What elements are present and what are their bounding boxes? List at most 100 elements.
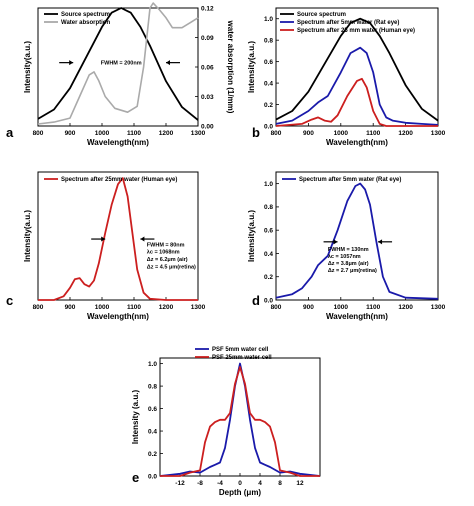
x-axis-label: Wavelength(nm) [87, 312, 149, 321]
x-tick-label: 1000 [334, 130, 349, 137]
plot-frame [159, 357, 321, 477]
x-tick-label: -8 [197, 480, 203, 487]
legend-entry: PSF 5mm water cell [212, 347, 269, 353]
y-tick-label: 1.0 [148, 361, 157, 368]
legend-entry: Spectrum after 5mm water (Rat eye) [297, 20, 399, 26]
legend-entry: Water absorption [61, 20, 110, 26]
y-tick-label: 0.2 [264, 274, 273, 281]
y-tick-label: 1.0 [264, 16, 273, 23]
plot-frame [275, 7, 439, 127]
x-tick-label: 1000 [95, 304, 110, 311]
y-tick-label: 0.2 [264, 102, 273, 109]
panel-c: 800 900 1000 1100 1200 1300 Wavelength(nm) Inte… [6, 171, 206, 321]
arrow-head [140, 236, 145, 242]
y-tick-label: 1.0 [264, 181, 273, 188]
y-tick-label: 0.8 [264, 37, 273, 44]
series-line-2 [275, 77, 438, 127]
y2-tick-label: 0.12 [201, 5, 214, 12]
x-tick-label: 1100 [127, 130, 141, 137]
x-tick-label: 800 [271, 304, 282, 311]
x-tick-label: 4 [258, 480, 262, 487]
x-tick-label: 1000 [95, 130, 110, 137]
y-tick-label: 0.6 [148, 406, 157, 413]
y2-axis-label: water absorption (1/mm) [226, 20, 235, 114]
x-tick-label: 12 [296, 480, 304, 487]
x-tick-label: 1100 [366, 130, 380, 137]
panel-letter: a [6, 125, 14, 140]
series-line-0 [275, 182, 439, 300]
arrow-head [69, 60, 74, 66]
x-axis-label: Wavelength(nm) [326, 312, 388, 321]
annotation-text: FWHM = 80nm [147, 242, 185, 248]
y-tick-label: 0.0 [264, 297, 273, 304]
x-tick-label: 900 [65, 304, 76, 311]
x-tick-label: 800 [33, 304, 44, 311]
annotation-text: FWHM = 200nm [101, 61, 142, 67]
panel-letter: c [6, 293, 13, 308]
annotation-text: λc = 1068nm [147, 250, 180, 256]
y-tick-label: 0.6 [264, 227, 273, 234]
x-tick-label: 800 [271, 130, 282, 137]
series-line-1 [37, 2, 199, 125]
x-tick-label: 1100 [127, 304, 141, 311]
series-line-0 [159, 362, 321, 477]
x-tick-label: 1300 [191, 130, 206, 137]
annotation-text: Δz = 2.7 μm(retina) [328, 268, 377, 274]
x-axis-label: Depth (μm) [219, 488, 262, 497]
legend-entry: Source spectrum [297, 12, 346, 18]
panel-letter: b [252, 125, 260, 140]
annotation-text: Δz = 3.8μm (air) [328, 261, 369, 267]
x-tick-label: 1200 [159, 130, 174, 137]
y-tick-label: 0.6 [264, 59, 273, 66]
y2-tick-label: 0.03 [201, 94, 214, 101]
x-tick-label: 1000 [334, 304, 349, 311]
x-tick-label: 900 [303, 130, 314, 137]
y-tick-label: 0.8 [148, 383, 157, 390]
plot-frame [275, 171, 439, 301]
y-axis-label: Intensity (a.u.) [131, 390, 140, 445]
legend-entry: Spectrum after 25 mm water (Human eye) [297, 28, 415, 34]
panel-e: -12 -8 -4 0 4 8 12 0.0 0.2 0.4 0.6 0.8 1.0 Depth (μm)… [131, 347, 321, 497]
x-tick-label: 1300 [431, 130, 446, 137]
y-tick-label: 0.2 [148, 451, 157, 458]
panel-d: 800 900 1000 1100 1200 1300 0.0 0.2 0.4 0.6 0.8 1.0… [247, 171, 446, 321]
y-tick-label: 0.4 [264, 251, 273, 258]
plot-frame [37, 171, 199, 301]
series-line-0 [275, 17, 439, 122]
arrow-head [101, 236, 106, 242]
x-axis-label: Wavelength(nm) [87, 138, 149, 147]
x-tick-label: 1300 [191, 304, 206, 311]
x-tick-label: 900 [303, 304, 314, 311]
x-tick-label: 1300 [431, 304, 446, 311]
y-tick-label: 0.4 [148, 428, 157, 435]
y2-tick-label: 0.09 [201, 35, 214, 42]
x-tick-label: -4 [217, 480, 223, 487]
arrow-head [333, 239, 338, 245]
x-tick-label: 1200 [398, 304, 413, 311]
x-tick-label: 0 [238, 480, 242, 487]
x-tick-label: 1200 [159, 304, 174, 311]
series-line-0 [37, 7, 199, 121]
y-tick-label: 0.8 [264, 204, 273, 211]
x-tick-label: 800 [33, 130, 44, 137]
annotation-text: Δz = 6.2μm (air) [147, 257, 188, 263]
annotation-text: FWHM = 130nm [328, 247, 369, 253]
series-line-1 [275, 46, 439, 126]
arrow-head [378, 239, 383, 245]
y-axis-label: Intensity(a.u.) [247, 41, 256, 93]
panel-letter: d [252, 293, 260, 308]
x-tick-label: 900 [65, 130, 76, 137]
y-tick-label: 0.0 [264, 123, 273, 130]
legend-entry: PSF 25mm water cell [212, 355, 272, 361]
panel-b: 800 900 1000 1100 1200 1300 0.0 0.2 0.4 0.6 0.8 1.0… [247, 7, 446, 147]
annotation-text: λc = 1057nm [328, 254, 361, 260]
y-axis-label: Intensity(a.u.) [23, 41, 32, 93]
arrow-head [166, 60, 170, 66]
panel-letter: e [132, 470, 139, 485]
x-tick-label: 1200 [398, 130, 413, 137]
legend-entry: Spectrum after 25mm water (Human eye) [61, 177, 177, 183]
x-axis-label: Wavelength(nm) [326, 138, 388, 147]
legend-entry: Source spectrum [61, 12, 110, 18]
